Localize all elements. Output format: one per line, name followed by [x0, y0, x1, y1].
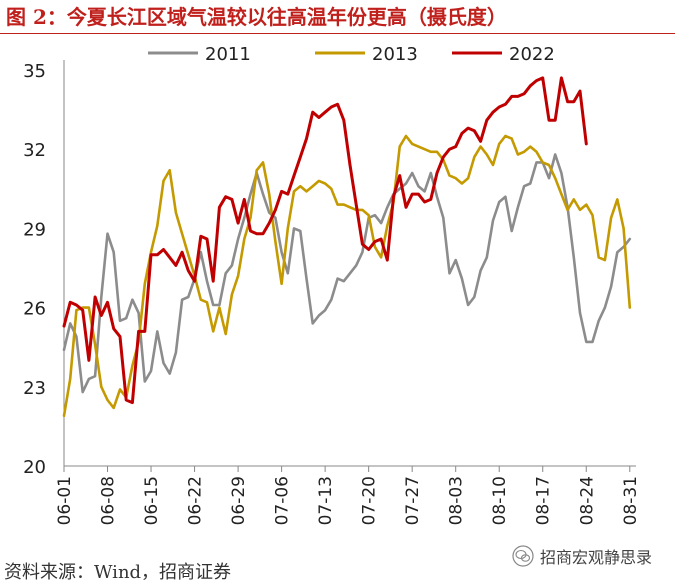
series-group [62, 76, 632, 418]
series-line-2011 [62, 153, 632, 394]
watermark: 招商宏观静思录 [512, 541, 652, 571]
legend-label-2011: 2011 [205, 44, 251, 65]
x-tick-label: 07-20 [360, 476, 380, 525]
temperature-line-chart: 20 23 26 29 32 35 06-01 06-08 06-15 06-22 06-29 07-… [23, 44, 641, 525]
series-line-2013 [62, 134, 632, 418]
x-tick-label: 08-10 [490, 476, 510, 525]
x-tick-label: 06-29 [229, 476, 249, 525]
x-tick-label: 06-01 [55, 476, 75, 525]
x-tick-label: 06-15 [142, 476, 162, 525]
legend: 2011 2013 2022 [148, 44, 555, 65]
x-tick-label: 08-17 [534, 476, 554, 525]
x-tick-label: 08-24 [577, 476, 597, 525]
axes-group: 20 23 26 29 32 35 06-01 06-08 06-15 06-22 06-29 07-… [23, 60, 641, 525]
y-tick-label: 20 [23, 457, 46, 478]
x-tick-label: 06-08 [99, 476, 119, 525]
series-line-2022 [62, 76, 588, 405]
y-tick-label: 32 [23, 140, 46, 161]
watermark-text: 招商宏观静思录 [540, 548, 653, 567]
y-tick-label: 23 [23, 378, 46, 399]
x-tick-label: 07-06 [273, 476, 293, 525]
figure-title: 图 2：今夏长江区域气温较以往高温年份更高（摄氏度） [6, 5, 507, 29]
x-tick-label: 07-27 [403, 476, 423, 525]
source-note: 资料来源：Wind，招商证券 [4, 562, 232, 583]
x-tick-label: 07-13 [316, 476, 336, 525]
y-tick-label: 35 [23, 61, 46, 82]
y-tick-label: 29 [23, 219, 46, 240]
legend-label-2022: 2022 [509, 44, 555, 65]
x-tick-label: 08-31 [621, 476, 641, 525]
y-tick-label: 26 [23, 299, 46, 320]
x-tick-label: 08-03 [447, 476, 467, 525]
title-divider [0, 33, 675, 34]
x-tick-label: 06-22 [186, 476, 206, 525]
wechat-icon [512, 545, 534, 567]
legend-label-2013: 2013 [372, 44, 418, 65]
